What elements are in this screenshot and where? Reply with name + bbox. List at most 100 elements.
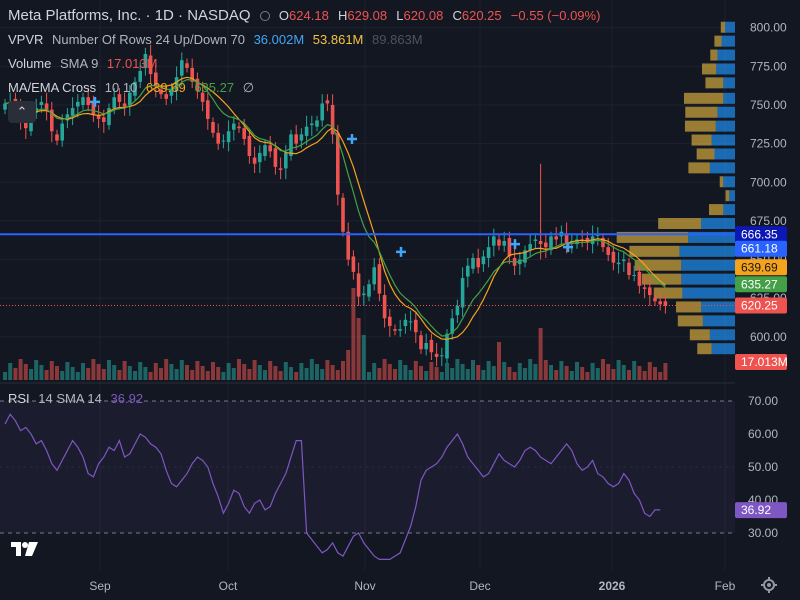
price-badge-hline: 666.35 bbox=[741, 227, 778, 241]
candle-body bbox=[481, 256, 486, 265]
volume-bar bbox=[309, 359, 314, 380]
volume-bar bbox=[320, 369, 325, 380]
ohlc-change: −0.55 (−0.09%) bbox=[510, 8, 601, 23]
volume-bar bbox=[595, 368, 600, 380]
volume-bar bbox=[3, 372, 7, 380]
volume-bar bbox=[34, 360, 39, 380]
vp-bar-down bbox=[720, 21, 726, 33]
volume-bar bbox=[590, 363, 595, 380]
candle-body bbox=[429, 339, 434, 353]
candle-body bbox=[299, 134, 304, 141]
vp-bar-down bbox=[653, 287, 683, 299]
vp-bar-up bbox=[721, 35, 735, 47]
volume-bar bbox=[263, 370, 267, 380]
price-tick-label: 600.00 bbox=[750, 330, 787, 344]
ohlc-open-value: 624.18 bbox=[289, 8, 329, 23]
volume-bar bbox=[408, 370, 413, 380]
candle-body bbox=[65, 114, 70, 121]
price-badge-ema-bg bbox=[735, 276, 787, 293]
vp-bar-down bbox=[710, 49, 718, 61]
candle-body bbox=[55, 134, 59, 141]
candle-body bbox=[356, 273, 361, 297]
maema-null-symbol: ∅ bbox=[242, 80, 255, 95]
candle-body bbox=[185, 63, 189, 68]
cross-marker bbox=[347, 134, 357, 144]
candle-body bbox=[460, 278, 465, 308]
volume-bar bbox=[367, 372, 371, 380]
volume-bar bbox=[346, 350, 351, 380]
candlesticks bbox=[3, 44, 668, 367]
volume-bar bbox=[642, 371, 647, 380]
candle-body bbox=[221, 140, 226, 142]
volume-bar bbox=[523, 368, 527, 380]
time-tick-label: Nov bbox=[354, 579, 375, 593]
candle-body bbox=[611, 251, 616, 263]
candle-body bbox=[242, 128, 246, 139]
vp-bar-down bbox=[714, 35, 722, 47]
volume-bar bbox=[91, 359, 96, 380]
vpvr-legend[interactable]: VPVR Number Of Rows 24 Up/Down 70 36.002… bbox=[8, 32, 428, 48]
rsi-value: 36.92 bbox=[110, 391, 144, 406]
time-axis[interactable]: Sep Oct Nov Dec 2026 Feb bbox=[89, 579, 735, 593]
collapse-legend-button[interactable]: ⌃ bbox=[8, 101, 36, 123]
volume-bar bbox=[101, 369, 106, 380]
ohlc-high-value: 629.08 bbox=[347, 8, 388, 23]
horizontal-line[interactable] bbox=[0, 233, 735, 307]
candle-body bbox=[575, 239, 579, 245]
maema-params: 10 10 bbox=[104, 80, 138, 95]
vpvr-down-value: 53.861M bbox=[312, 32, 364, 47]
volume-bar bbox=[195, 361, 200, 380]
vp-bar-up bbox=[679, 245, 735, 257]
vp-bar-up bbox=[681, 273, 735, 285]
volume-bar bbox=[330, 365, 335, 380]
symbol-title[interactable]: Meta Platforms, Inc. · 1D · NASDAQ bbox=[8, 7, 251, 24]
volume-bar bbox=[247, 369, 252, 380]
price-badge-level-bg bbox=[735, 240, 787, 257]
vp-bar-up bbox=[702, 315, 735, 327]
tradingview-logo[interactable] bbox=[10, 541, 38, 559]
volume-legend[interactable]: Volume SMA 9 17.013M bbox=[8, 56, 163, 72]
vp-bar-down bbox=[705, 77, 724, 89]
candle-body bbox=[601, 237, 605, 248]
vp-bar-up bbox=[717, 106, 735, 118]
rsi-tick-label: 50.00 bbox=[748, 460, 778, 474]
volume-bar bbox=[653, 367, 657, 380]
volume-bar bbox=[445, 363, 449, 380]
tradingview-logo-icon bbox=[11, 542, 38, 556]
volume-bar bbox=[237, 359, 241, 380]
candle-body bbox=[252, 157, 257, 164]
candle-body bbox=[492, 236, 496, 246]
maema-legend[interactable]: MA/EMA Cross 10 10 639.69 635.27 ∅ bbox=[8, 80, 259, 96]
volume-bar bbox=[481, 370, 486, 380]
settings-gear-icon[interactable] bbox=[760, 576, 778, 594]
volume-bar bbox=[299, 363, 304, 380]
candle-body bbox=[24, 118, 28, 129]
candle-body bbox=[289, 134, 293, 156]
price-axis[interactable]: 800.00775.00750.00725.00700.00675.00650.… bbox=[735, 0, 800, 600]
rsi-tick-label: 70.00 bbox=[748, 394, 778, 408]
volume-bar bbox=[564, 366, 569, 380]
candle-body bbox=[273, 148, 278, 167]
ema-line bbox=[4, 79, 666, 337]
vp-bar-up bbox=[701, 301, 735, 313]
vp-bar-down bbox=[701, 63, 717, 75]
volume-bar bbox=[252, 360, 257, 380]
candle-body bbox=[419, 335, 423, 350]
grid bbox=[0, 0, 735, 570]
volume-bar bbox=[632, 361, 637, 380]
candle-body bbox=[408, 321, 413, 323]
volume-bar bbox=[439, 372, 444, 380]
candle-body bbox=[91, 101, 96, 115]
volume-bar bbox=[533, 364, 538, 380]
volume-bar bbox=[325, 360, 330, 380]
volume-bar bbox=[23, 364, 28, 380]
candle-body bbox=[564, 233, 569, 245]
candle-body bbox=[226, 131, 231, 143]
volume-bar bbox=[283, 362, 288, 380]
volume-bar bbox=[559, 361, 564, 380]
rsi-legend[interactable]: RSI 14 SMA 14 36.92 bbox=[8, 391, 148, 406]
volume-bar bbox=[569, 371, 574, 380]
volume-bar bbox=[616, 360, 621, 380]
price-badge-ma: 639.69 bbox=[741, 260, 778, 274]
